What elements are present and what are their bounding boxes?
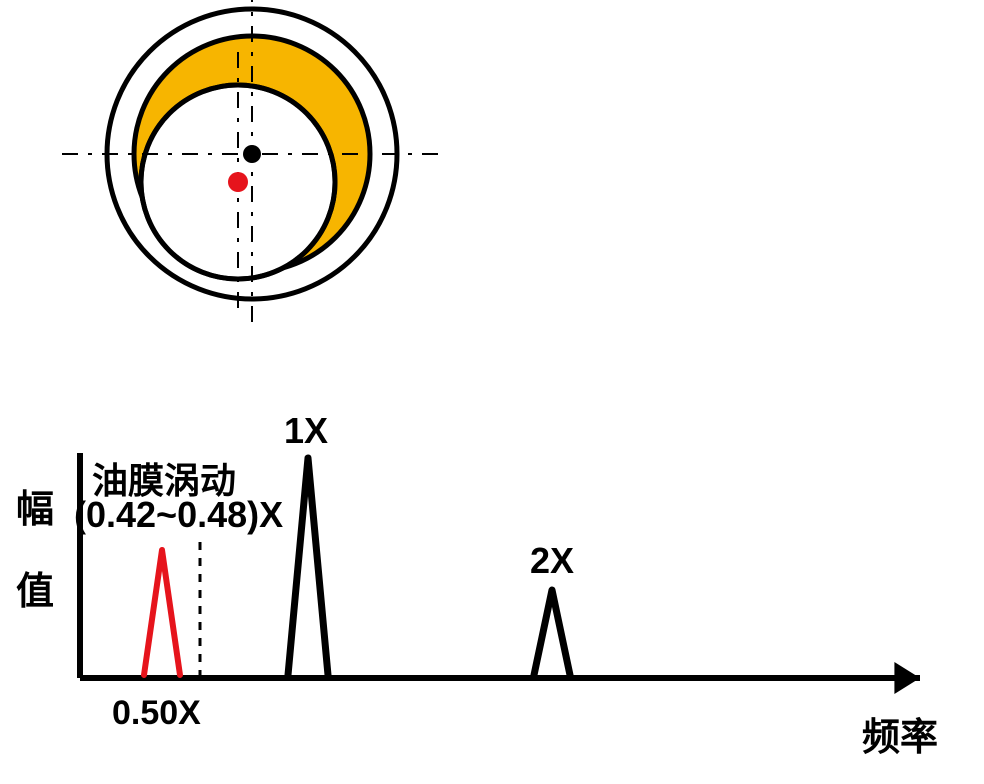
y-axis-label-1: 幅 (16, 478, 54, 533)
whirl-peak (144, 550, 180, 675)
whirl-range-label: (0.42~0.48)X (74, 494, 283, 536)
two-x-peak (534, 590, 570, 675)
one-x-label: 1X (284, 410, 328, 452)
shaft-center-dot (228, 172, 248, 192)
half-x-label: 0.50X (112, 694, 201, 733)
one-x-peak (288, 458, 328, 675)
bearing-center-dot (243, 145, 261, 163)
two-x-label: 2X (530, 540, 574, 582)
x-axis-label: 频率 (862, 706, 938, 761)
diagram-root: 幅 值 频率 油膜涡动 (0.42~0.48)X 0.50X 1X 2X (0, 0, 984, 784)
diagram-svg (0, 0, 984, 784)
bearing-diagram (62, 0, 442, 322)
y-axis-label-2: 值 (16, 560, 54, 615)
x-axis-arrow-icon (894, 662, 920, 694)
